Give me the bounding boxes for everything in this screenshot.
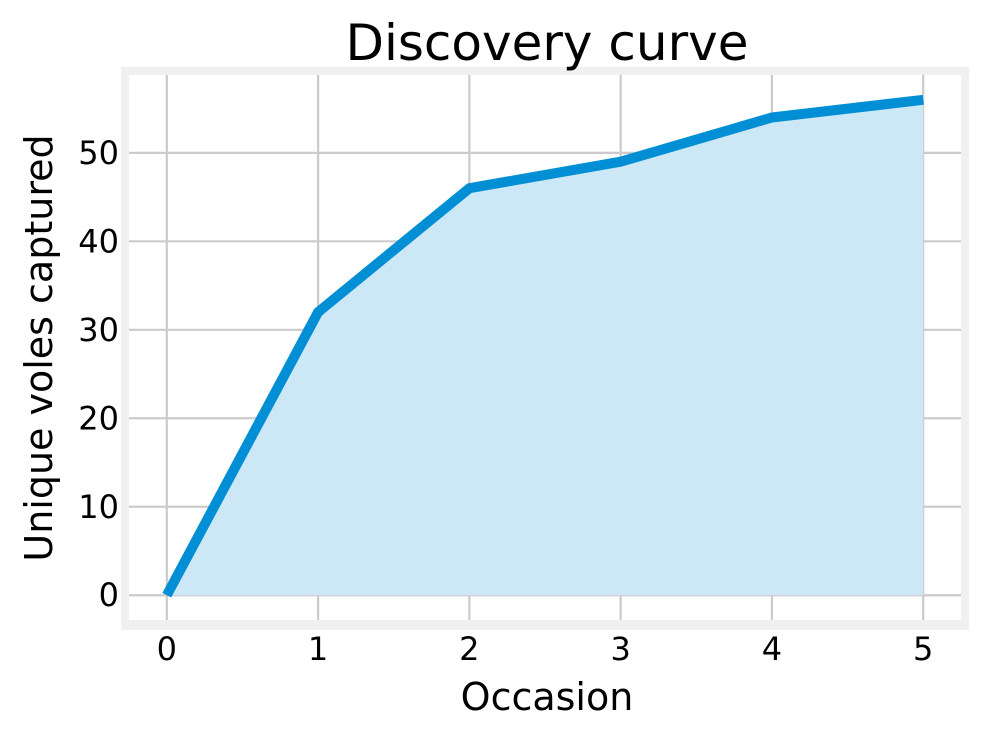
x-tick-label: 1 <box>308 630 328 668</box>
y-axis-label: Unique voles captured <box>17 134 61 561</box>
y-tick-label: 40 <box>78 222 119 260</box>
y-tick-labels: 0 10 20 30 40 50 <box>78 134 119 614</box>
x-tick-label: 2 <box>459 630 479 668</box>
y-tick-label: 30 <box>78 311 119 349</box>
x-tick-labels: 0 1 2 3 4 5 <box>157 630 934 668</box>
y-tick-label: 10 <box>78 488 119 526</box>
series-area <box>166 99 924 596</box>
chart-title: Discovery curve <box>345 14 748 72</box>
series-line <box>162 94 924 598</box>
x-tick-label: 3 <box>610 630 630 668</box>
x-axis-label: Occasion <box>461 675 634 719</box>
series-line-group <box>162 94 924 598</box>
y-tick-label: 20 <box>78 399 119 437</box>
x-tick-label: 5 <box>913 630 933 668</box>
x-tick-label: 0 <box>157 630 177 668</box>
y-tick-label: 0 <box>99 576 119 614</box>
x-tick-label: 4 <box>762 630 782 668</box>
y-tick-label: 50 <box>78 134 119 172</box>
series-fill-area <box>166 99 924 596</box>
